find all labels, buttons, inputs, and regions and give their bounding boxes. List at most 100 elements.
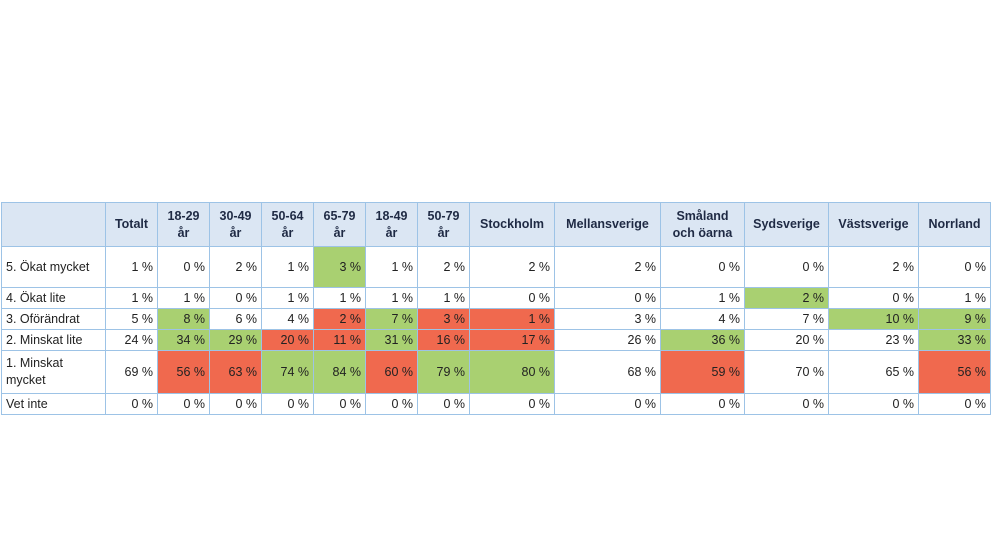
table-row: 4. Ökat lite 1 % 1 % 0 % 1 % 1 % 1 % 1 %… — [1, 287, 991, 309]
table-cell: 0 % — [209, 287, 262, 309]
table-cell: 1 % — [365, 246, 418, 288]
table-cell: 10 % — [828, 308, 919, 330]
table-cell: 23 % — [828, 329, 919, 351]
table-cell: 0 % — [469, 393, 555, 415]
table-cell: 80 % — [469, 350, 555, 394]
table-cell: 1 % — [417, 287, 470, 309]
table-cell: 5 % — [105, 308, 158, 330]
row-label: 3. Oförändrat — [1, 308, 106, 330]
table-cell: 0 % — [261, 393, 314, 415]
column-header: Totalt — [105, 202, 158, 247]
table-cell: 6 % — [209, 308, 262, 330]
table-cell: 0 % — [918, 393, 991, 415]
table-cell: 1 % — [365, 287, 418, 309]
table-cell: 11 % — [313, 329, 366, 351]
table-cell: 0 % — [157, 246, 210, 288]
table-cell: 8 % — [157, 308, 210, 330]
row-label: 2. Minskat lite — [1, 329, 106, 351]
column-header: Stockholm — [469, 202, 555, 247]
table-cell: 1 % — [313, 287, 366, 309]
table-cell: 4 % — [261, 308, 314, 330]
table-cell: 9 % — [918, 308, 991, 330]
column-header: 65-79 år — [313, 202, 366, 247]
table-cell: 84 % — [313, 350, 366, 394]
column-header: 18-49 år — [365, 202, 418, 247]
table-cell: 36 % — [660, 329, 745, 351]
table-cell: 69 % — [105, 350, 158, 394]
table-body: 5. Ökat mycket 1 % 0 % 2 % 1 % 3 % 1 % 2… — [1, 246, 991, 415]
table-cell: 74 % — [261, 350, 314, 394]
table-cell: 0 % — [417, 393, 470, 415]
row-label: 5. Ökat mycket — [1, 246, 106, 288]
table-cell: 2 % — [313, 308, 366, 330]
column-header: Småland och öarna — [660, 202, 745, 247]
column-header: Norrland — [918, 202, 991, 247]
table-cell: 7 % — [365, 308, 418, 330]
table-cell: 31 % — [365, 329, 418, 351]
table-cell: 34 % — [157, 329, 210, 351]
table-cell: 60 % — [365, 350, 418, 394]
table-cell: 3 % — [313, 246, 366, 288]
column-header: 50-79 år — [417, 202, 470, 247]
table-cell: 0 % — [209, 393, 262, 415]
results-table: Totalt 18-29 år 30-49 år 50-64 år 65-79 … — [1, 202, 991, 415]
table-cell: 20 % — [744, 329, 829, 351]
table-cell: 0 % — [660, 393, 745, 415]
table-cell: 0 % — [918, 246, 991, 288]
table-row: 5. Ökat mycket 1 % 0 % 2 % 1 % 3 % 1 % 2… — [1, 246, 991, 288]
table-cell: 1 % — [105, 287, 158, 309]
table-cell: 0 % — [554, 393, 661, 415]
row-label: Vet inte — [1, 393, 106, 415]
table-cell: 79 % — [417, 350, 470, 394]
table-row: Vet inte 0 % 0 % 0 % 0 % 0 % 0 % 0 % 0 %… — [1, 393, 991, 415]
column-header: Mellansverige — [554, 202, 661, 247]
table-cell: 56 % — [918, 350, 991, 394]
table-cell: 1 % — [469, 308, 555, 330]
table-cell: 2 % — [417, 246, 470, 288]
table-cell: 2 % — [554, 246, 661, 288]
table-cell: 1 % — [261, 287, 314, 309]
table-cell: 2 % — [828, 246, 919, 288]
table-cell: 68 % — [554, 350, 661, 394]
row-label: 1. Minskat mycket — [1, 350, 106, 394]
table-cell: 0 % — [828, 287, 919, 309]
table-cell: 2 % — [209, 246, 262, 288]
column-header: 18-29 år — [157, 202, 210, 247]
table-cell: 0 % — [313, 393, 366, 415]
table-cell: 70 % — [744, 350, 829, 394]
table-cell: 0 % — [469, 287, 555, 309]
table-cell: 4 % — [660, 308, 745, 330]
table-cell: 2 % — [469, 246, 555, 288]
table-cell: 1 % — [918, 287, 991, 309]
table-cell: 1 % — [157, 287, 210, 309]
column-header: 50-64 år — [261, 202, 314, 247]
table-cell: 0 % — [744, 246, 829, 288]
table-cell: 0 % — [365, 393, 418, 415]
table-cell: 0 % — [660, 246, 745, 288]
table-cell: 20 % — [261, 329, 314, 351]
column-header: 30-49 år — [209, 202, 262, 247]
row-label: 4. Ökat lite — [1, 287, 106, 309]
table-cell: 0 % — [105, 393, 158, 415]
table-cell: 17 % — [469, 329, 555, 351]
table-cell: 1 % — [105, 246, 158, 288]
table-cell: 0 % — [157, 393, 210, 415]
results-table-container: Totalt 18-29 år 30-49 år 50-64 år 65-79 … — [1, 202, 991, 415]
table-row: 2. Minskat lite 24 % 34 % 29 % 20 % 11 %… — [1, 329, 991, 351]
table-cell: 7 % — [744, 308, 829, 330]
table-cell: 65 % — [828, 350, 919, 394]
table-cell: 0 % — [828, 393, 919, 415]
table-cell: 0 % — [744, 393, 829, 415]
table-cell: 59 % — [660, 350, 745, 394]
table-cell: 33 % — [918, 329, 991, 351]
table-cell: 1 % — [261, 246, 314, 288]
table-cell: 63 % — [209, 350, 262, 394]
header-corner-cell — [1, 202, 106, 247]
table-cell: 56 % — [157, 350, 210, 394]
column-header: Sydsverige — [744, 202, 829, 247]
table-row: 3. Oförändrat 5 % 8 % 6 % 4 % 2 % 7 % 3 … — [1, 308, 991, 330]
table-cell: 1 % — [660, 287, 745, 309]
table-cell: 3 % — [417, 308, 470, 330]
table-row: 1. Minskat mycket 69 % 56 % 63 % 74 % 84… — [1, 350, 991, 394]
table-cell: 24 % — [105, 329, 158, 351]
